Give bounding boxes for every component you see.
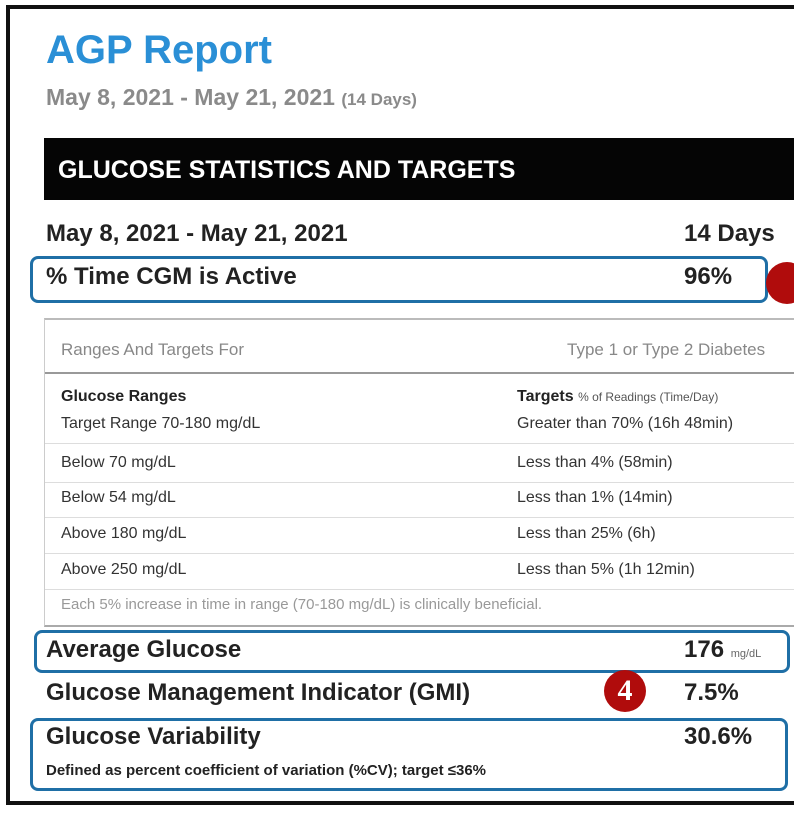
row-separator <box>45 589 794 590</box>
avg-unit: mg/dL <box>730 648 762 660</box>
cgm-value: 96% <box>684 263 733 290</box>
table-header-right: Type 1 or Type 2 Diabetes <box>567 340 766 359</box>
range-cell: Target Range 70-180 mg/dL <box>61 415 261 432</box>
highlight-box <box>34 630 790 673</box>
range-cell: Above 180 mg/dL <box>61 525 187 542</box>
var-note: Defined as percent coefficient of variat… <box>46 762 486 779</box>
table-header-left: Ranges And Targets For <box>61 340 245 359</box>
stats-days: 14 Days <box>684 220 775 247</box>
row-separator <box>45 553 794 554</box>
var-value: 30.6% <box>684 723 753 750</box>
targets-table: Ranges And Targets For Type 1 or Type 2 … <box>44 318 794 627</box>
gmi-label: Glucose Management Indicator (GMI) <box>46 679 471 706</box>
range-cell: Below 70 mg/dL <box>61 454 176 471</box>
marker: 4 <box>604 670 646 712</box>
days: (14 Days) <box>341 90 417 109</box>
date-range: May 8, 2021 - May 21, 2021 <box>46 84 335 110</box>
target-cell: Less than 1% (14min) <box>517 489 673 506</box>
range-cell: Above 250 mg/dL <box>61 561 187 578</box>
avg-label: Average Glucose <box>46 636 242 663</box>
cgm-label: % Time CGM is Active <box>46 263 297 290</box>
row-separator <box>45 517 794 518</box>
highlight-box <box>30 718 788 791</box>
col-targets: Targets % of Readings (Time/Day) <box>517 388 718 406</box>
target-cell: Less than 5% (1h 12min) <box>517 561 695 578</box>
section-title: GLUCOSE STATISTICS AND TARGETS <box>58 156 516 184</box>
target-cell: Greater than 70% (16h 48min) <box>517 415 734 432</box>
subtitle: May 8, 2021 - May 21, 2021 (14 Days) <box>46 84 417 111</box>
col-ranges: Glucose Ranges <box>61 388 187 405</box>
avg-value-group: 176 mg/dL <box>684 636 761 664</box>
gmi-value: 7.5% <box>684 679 739 706</box>
target-cell: Less than 4% (58min) <box>517 454 673 471</box>
col-targets-note: % of Readings (Time/Day) <box>578 390 719 404</box>
col-targets-label: Targets <box>517 388 574 405</box>
target-cell: Less than 25% (6h) <box>517 525 656 542</box>
row-separator <box>45 443 794 444</box>
range-cell: Below 54 mg/dL <box>61 489 176 506</box>
frame <box>6 5 794 805</box>
var-label: Glucose Variability <box>46 723 261 750</box>
section-bar: GLUCOSE STATISTICS AND TARGETS <box>44 138 794 200</box>
avg-value: 176 <box>684 636 725 663</box>
separator <box>45 372 794 374</box>
footnote: Each 5% increase in time in range (70-18… <box>61 596 543 613</box>
stats-date: May 8, 2021 - May 21, 2021 <box>46 220 348 247</box>
row-separator <box>45 482 794 483</box>
marker-partial <box>766 262 794 304</box>
title: AGP Report <box>46 28 272 72</box>
